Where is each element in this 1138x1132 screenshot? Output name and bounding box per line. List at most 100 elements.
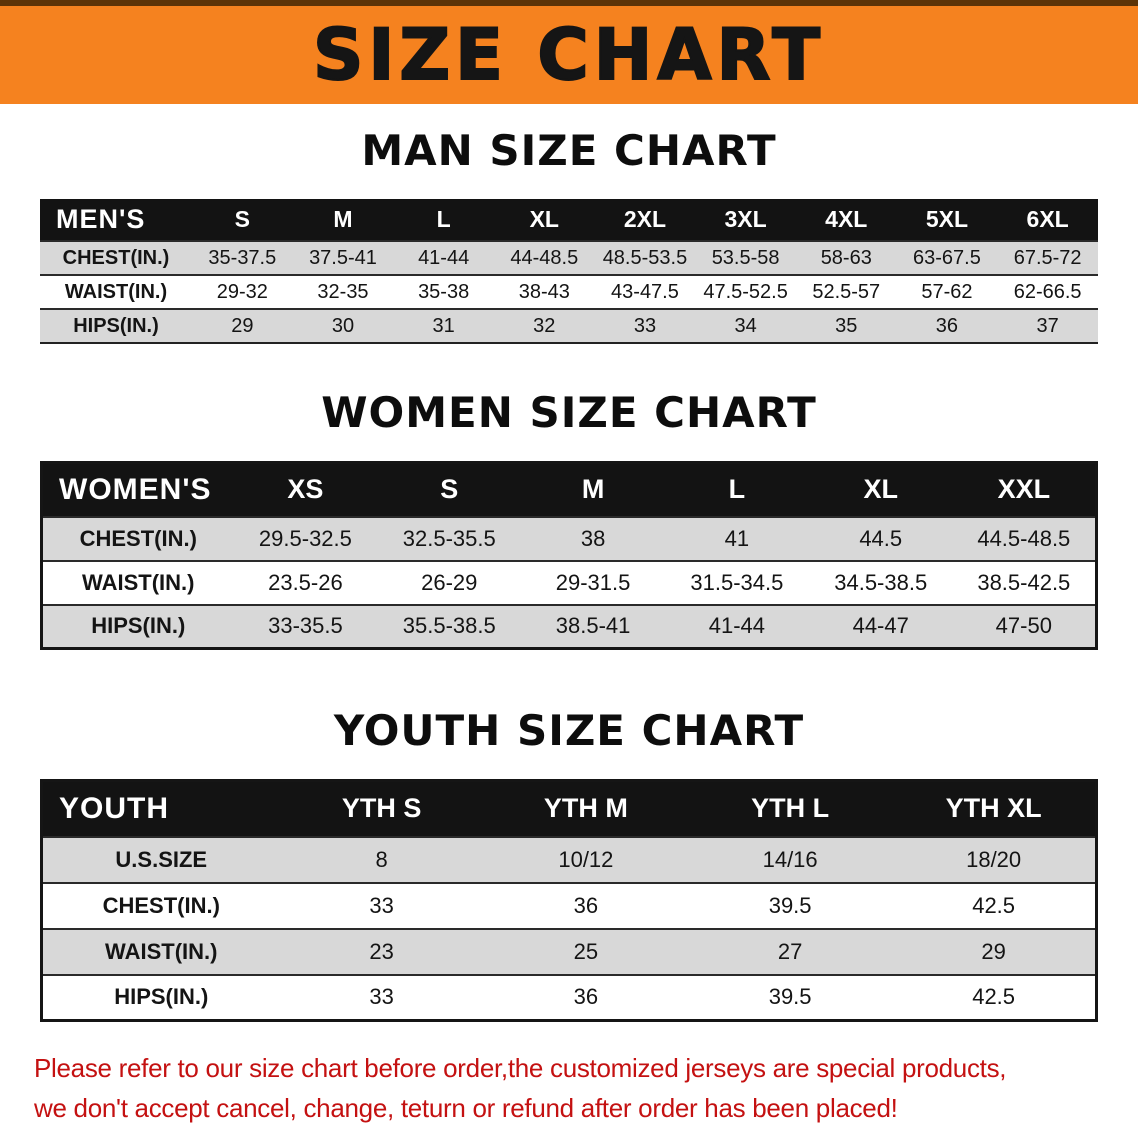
size-value-cell: 33 (369, 984, 394, 1010)
size-value-cell: 53.5-58 (711, 246, 780, 269)
header-cell: XL (529, 206, 559, 232)
size-value-cell: 52.5-57 (812, 280, 881, 303)
size-value-cell: 43-47.5 (611, 280, 679, 303)
size-value-cell: 41-44 (418, 246, 470, 269)
size-value-cell: 35 (835, 314, 858, 337)
size-value-cell: 36 (935, 314, 959, 337)
size-value-cell: 36 (573, 892, 599, 918)
header-cell: S (440, 474, 459, 505)
size-value-cell: 37.5-41 (309, 246, 377, 269)
size-value-cell: 44-47 (852, 613, 909, 639)
size-value-cell: 31.5-34.5 (690, 569, 784, 595)
size-value-cell: 41-44 (708, 613, 766, 639)
size-value-cell: 32.5-35.5 (402, 525, 496, 551)
size-value-cell: 42.5 (972, 892, 1016, 918)
size-value-cell: 44-48.5 (510, 246, 579, 269)
banner: SIZE CHART (0, 0, 1138, 104)
header-cell: YTH L (751, 793, 830, 824)
size-value-cell: 14/16 (762, 846, 818, 872)
header-cell: YOUTH (59, 791, 169, 825)
size-value-cell: 36 (573, 984, 599, 1010)
row-label-cell: WAIST(IN.) (105, 938, 218, 964)
size-value-cell: 10/12 (558, 846, 614, 872)
header-cell: WOMEN'S (59, 472, 212, 506)
size-value-cell: 42.5 (972, 984, 1016, 1010)
row-label-cell: WAIST(IN.) (82, 569, 195, 595)
men-section-heading: MAN SIZE CHART (361, 126, 777, 175)
size-value-cell: 35.5-38.5 (402, 613, 496, 639)
header-cell: 3XL (724, 206, 767, 232)
size-value-cell: 41 (724, 525, 750, 551)
header-cell: YTH S (341, 793, 422, 824)
women-section-heading: WOMEN SIZE CHART (321, 388, 817, 437)
header-cell: L (436, 206, 451, 232)
youth-header-row: YOUTH YTH S YTH M YTH L YTH XL (41, 780, 1097, 837)
size-value-cell: 47.5-52.5 (703, 280, 788, 303)
row-label-cell: CHEST(IN.) (62, 246, 170, 269)
table-row: CHEST(IN.) 33 36 39.5 42.5 (41, 882, 1097, 929)
size-value-cell: 62-66.5 (1013, 280, 1082, 303)
size-value-cell: 38.5-41 (555, 613, 631, 639)
size-value-cell: 39.5 (768, 892, 812, 918)
row-label-cell: HIPS(IN.) (73, 314, 159, 337)
row-label-cell: HIPS(IN.) (91, 613, 186, 639)
size-value-cell: 34.5-38.5 (834, 569, 928, 595)
size-value-cell: 38.5-42.5 (977, 569, 1071, 595)
table-row: HIPS(IN.) 29 30 31 32 33 34 35 36 37 (40, 309, 1098, 343)
size-value-cell: 44.5-48.5 (977, 525, 1071, 551)
size-value-cell: 58-63 (820, 246, 872, 269)
table-row: CHEST(IN.) 35-37.5 37.5-41 41-44 44-48.5… (40, 241, 1098, 275)
women-size-table: WOMEN'S XS S M L XL XXL CHEST(IN.) 29.5-… (40, 461, 1098, 650)
size-value-cell: 33 (633, 314, 657, 337)
size-value-cell: 38 (580, 525, 606, 551)
header-cell: 2XL (623, 206, 667, 232)
size-value-cell: 33-35.5 (268, 613, 343, 639)
disclaimer-line-2: we don't accept cancel, change, teturn o… (34, 1093, 898, 1124)
men-header-row: MEN'S S M L XL 2XL 3XL 4XL 5XL 6XL (40, 199, 1098, 241)
men-size-table: MEN'S S M L XL 2XL 3XL 4XL 5XL 6XL CHEST… (40, 199, 1098, 344)
size-value-cell: 38-43 (518, 280, 570, 303)
size-value-cell: 44.5 (859, 525, 903, 551)
header-cell: YTH XL (945, 793, 1042, 824)
header-cell: XXL (997, 474, 1051, 505)
size-value-cell: 29 (231, 314, 254, 337)
size-value-cell: 37 (1036, 314, 1059, 337)
size-value-cell: 63-67.5 (913, 246, 981, 269)
size-value-cell: 18/20 (966, 846, 1022, 872)
header-cell: 6XL (1026, 206, 1069, 232)
size-value-cell: 23 (369, 938, 394, 964)
disclaimer-line-1: Please refer to our size chart before or… (34, 1053, 1007, 1083)
size-value-cell: 35-38 (418, 280, 470, 303)
size-value-cell: 57-62 (921, 280, 973, 303)
row-label-cell: CHEST(IN.) (79, 525, 197, 551)
size-value-cell: 26-29 (421, 569, 478, 595)
header-cell: M (333, 206, 353, 232)
row-label-cell: CHEST(IN.) (102, 892, 220, 918)
size-value-cell: 39.5 (768, 984, 812, 1010)
header-cell: YTH M (543, 793, 628, 824)
row-label-cell: HIPS(IN.) (114, 984, 209, 1010)
header-cell: XL (863, 474, 898, 505)
table-row: WAIST(IN.) 23.5-26 26-29 29-31.5 31.5-34… (41, 560, 1097, 605)
row-label-cell: U.S.SIZE (115, 846, 208, 872)
size-value-cell: 31 (432, 314, 455, 337)
size-value-cell: 32 (533, 314, 556, 337)
size-value-cell: 8 (375, 846, 388, 872)
page-title: SIZE CHART (312, 13, 826, 97)
header-cell: M (581, 474, 605, 505)
youth-section-heading: YOUTH SIZE CHART (333, 706, 805, 755)
size-value-cell: 33 (369, 892, 394, 918)
table-row: WAIST(IN.) 23 25 27 29 (41, 928, 1097, 975)
table-row: HIPS(IN.) 33-35.5 35.5-38.5 38.5-41 41-4… (41, 604, 1097, 649)
size-value-cell: 34 (734, 314, 757, 337)
header-cell: XS (287, 474, 324, 505)
header-cell: S (234, 206, 250, 232)
size-value-cell: 30 (331, 314, 355, 337)
size-value-cell: 25 (573, 938, 599, 964)
size-value-cell: 29.5-32.5 (258, 525, 352, 551)
size-value-cell: 35-37.5 (208, 246, 277, 269)
table-row: U.S.SIZE 8 10/12 14/16 18/20 (41, 836, 1097, 883)
youth-size-table: YOUTH YTH S YTH M YTH L YTH XL U.S.SIZE … (40, 779, 1098, 1022)
size-value-cell: 29-31.5 (555, 569, 631, 595)
